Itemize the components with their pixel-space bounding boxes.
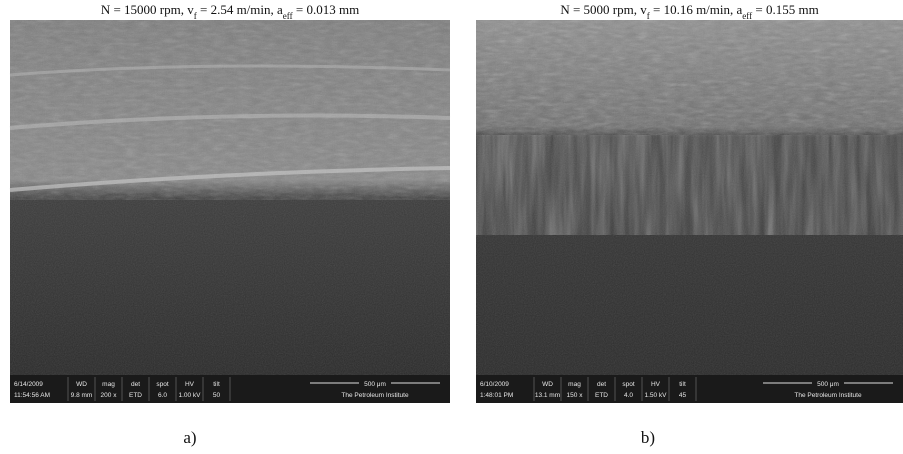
title-subscript: eff [742, 11, 752, 21]
info-value: 13.1 mm [535, 392, 560, 399]
info-time: 11:54:56 AM [14, 392, 50, 399]
info-label: HV [185, 381, 195, 388]
figure: N = 15000 rpm, vf = 2.54 m/min, aeff = 0… [0, 0, 903, 454]
info-value: 150 x [567, 392, 584, 399]
info-date: 6/14/2009 [14, 381, 43, 388]
info-label: det [131, 381, 140, 388]
institute: The Petroleum Institute [341, 392, 409, 399]
title-text: N = 15000 rpm, v [101, 2, 194, 17]
title-subscript: eff [283, 11, 293, 21]
info-date: 6/10/2009 [480, 381, 509, 388]
sem-image-b [476, 20, 903, 375]
info-label: tilt [213, 381, 220, 388]
info-value: 1.50 kV [644, 392, 667, 399]
title-text: N = 5000 rpm, v [560, 2, 647, 17]
info-value: 1.00 kV [178, 392, 201, 399]
info-label: mag [568, 381, 581, 388]
panel-caption: b) [641, 428, 655, 447]
info-value: 4.0 [624, 392, 633, 399]
info-value: 9.8 mm [71, 392, 93, 399]
info-label: spot [156, 381, 168, 388]
info-label: spot [622, 381, 634, 388]
info-value: ETD [129, 392, 142, 399]
info-time: 1:48:01 PM [480, 392, 513, 399]
info-label: WD [76, 381, 87, 388]
title-text: = 0.155 mm [752, 2, 819, 17]
sem-image-a [10, 20, 450, 375]
institute: The Petroleum Institute [794, 392, 862, 399]
info-label: det [597, 381, 606, 388]
info-label: mag [102, 381, 115, 388]
info-value: 200 x [101, 392, 118, 399]
scale-bar-label: 500 μm [364, 381, 386, 388]
panel-caption: a) [183, 428, 196, 447]
title-text: = 2.54 m/min, a [197, 2, 283, 17]
info-value: 6.0 [158, 392, 167, 399]
panel-title: N = 15000 rpm, vf = 2.54 m/min, aeff = 0… [101, 2, 359, 21]
panel-title: N = 5000 rpm, vf = 10.16 m/min, aeff = 0… [560, 2, 818, 21]
info-value: 50 [213, 392, 221, 399]
info-value: 45 [679, 392, 687, 399]
title-text: = 10.16 m/min, a [650, 2, 743, 17]
info-label: HV [651, 381, 661, 388]
title-text: = 0.013 mm [293, 2, 360, 17]
info-label: tilt [679, 381, 686, 388]
scale-bar-label: 500 μm [817, 381, 839, 388]
info-label: WD [542, 381, 553, 388]
info-value: ETD [595, 392, 608, 399]
